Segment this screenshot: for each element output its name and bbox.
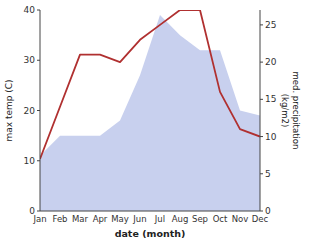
y2-tick <box>260 211 263 212</box>
y-tick-label: 40 <box>24 5 36 15</box>
y2-tick-label: 20 <box>265 57 277 67</box>
y2-axis-line <box>260 10 261 211</box>
y2-tick <box>260 99 263 100</box>
x-tick-label: Nov <box>232 214 249 224</box>
y2-tick-label: 25 <box>265 20 276 30</box>
y2-tick <box>260 136 263 137</box>
x-axis-line <box>40 211 260 212</box>
y2-axis-title: med. precipitation(kg/m2) <box>280 72 301 150</box>
y2-tick <box>260 62 263 63</box>
y2-axis-title-line: (kg/m2) <box>280 94 290 128</box>
y2-tick-label: 15 <box>265 94 276 104</box>
y-tick-label: 20 <box>24 106 36 116</box>
y-tick-label: 30 <box>24 55 36 65</box>
y-axis-title: max temp (C) <box>4 79 14 141</box>
y-tick <box>37 110 40 111</box>
y-tick <box>37 211 40 212</box>
y-tick <box>37 60 40 61</box>
y2-tick <box>260 173 263 174</box>
x-tick-label: Sep <box>192 214 208 224</box>
x-tick-label: Apr <box>93 214 108 224</box>
x-tick-label: Aug <box>172 214 189 224</box>
plot-area <box>40 10 260 211</box>
x-tick-label: Jun <box>132 214 146 224</box>
precip-line <box>40 10 260 159</box>
x-tick-label: Jul <box>154 214 165 224</box>
x-tick-label: Feb <box>52 214 67 224</box>
y2-axis-title-line: med. precipitation <box>291 72 301 150</box>
x-tick-label: Mar <box>72 214 89 224</box>
y-tick-label: 10 <box>24 156 36 166</box>
y2-tick-label: 10 <box>265 132 277 142</box>
y-tick <box>37 10 40 11</box>
x-tick-label: Dec <box>252 214 269 224</box>
chart-svg: 0102030400510152025JanFebMarAprMayJunJul… <box>0 0 318 247</box>
chart-container: 0102030400510152025JanFebMarAprMayJunJul… <box>0 0 318 247</box>
y-tick <box>37 160 40 161</box>
x-tick-label: May <box>111 214 129 224</box>
y2-tick <box>260 24 263 25</box>
x-axis-title: date (month) <box>115 228 186 239</box>
x-tick-label: Oct <box>213 214 228 224</box>
y2-tick-label: 5 <box>265 169 271 179</box>
temp-area <box>40 15 260 211</box>
x-tick-label: Jan <box>32 214 46 224</box>
